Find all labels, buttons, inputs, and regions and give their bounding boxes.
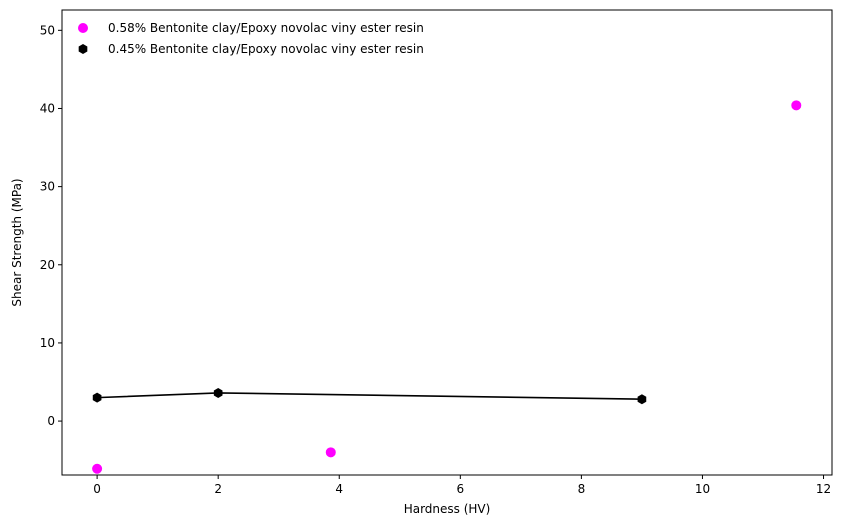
series-2	[92, 387, 647, 405]
series-1-point	[92, 463, 103, 474]
legend: 0.58% Bentonite clay/Epoxy novolac viny …	[78, 21, 424, 56]
series-2-point	[637, 394, 647, 405]
y-tick-label: 20	[40, 258, 55, 272]
x-tick-label: 12	[816, 482, 831, 496]
y-tick-label: 30	[40, 180, 55, 194]
x-tick-label: 0	[93, 482, 101, 496]
plot-frame	[61, 9, 833, 476]
x-tick-label: 6	[456, 482, 464, 496]
y-axis: 0 10 20 30 40 50	[40, 23, 62, 428]
series-1-point	[791, 100, 802, 111]
legend-label-2: 0.45% Bentonite clay/Epoxy novolac viny …	[108, 42, 424, 56]
series-1-point	[325, 447, 336, 458]
plot-background	[62, 10, 832, 475]
chart-marks	[92, 100, 802, 474]
series-2-point	[213, 387, 223, 398]
y-axis-label: Shear Strength (MPa)	[10, 178, 24, 306]
y-tick-label: 40	[40, 101, 55, 115]
x-tick-label: 4	[335, 482, 343, 496]
x-axis: 0 2 4 6 8 10 12	[93, 475, 831, 496]
legend-marker-1	[78, 23, 88, 33]
y-tick-label: 50	[40, 23, 55, 37]
x-tick-label: 10	[695, 482, 710, 496]
y-tick-label: 10	[40, 336, 55, 350]
series-2-point	[92, 392, 102, 403]
series-1	[92, 100, 802, 474]
x-tick-label: 8	[578, 482, 586, 496]
legend-marker-2	[78, 44, 88, 54]
y-tick-label: 0	[47, 414, 55, 428]
x-tick-label: 2	[214, 482, 222, 496]
legend-label-1: 0.58% Bentonite clay/Epoxy novolac viny …	[108, 21, 424, 35]
x-axis-label: Hardness (HV)	[404, 502, 491, 516]
